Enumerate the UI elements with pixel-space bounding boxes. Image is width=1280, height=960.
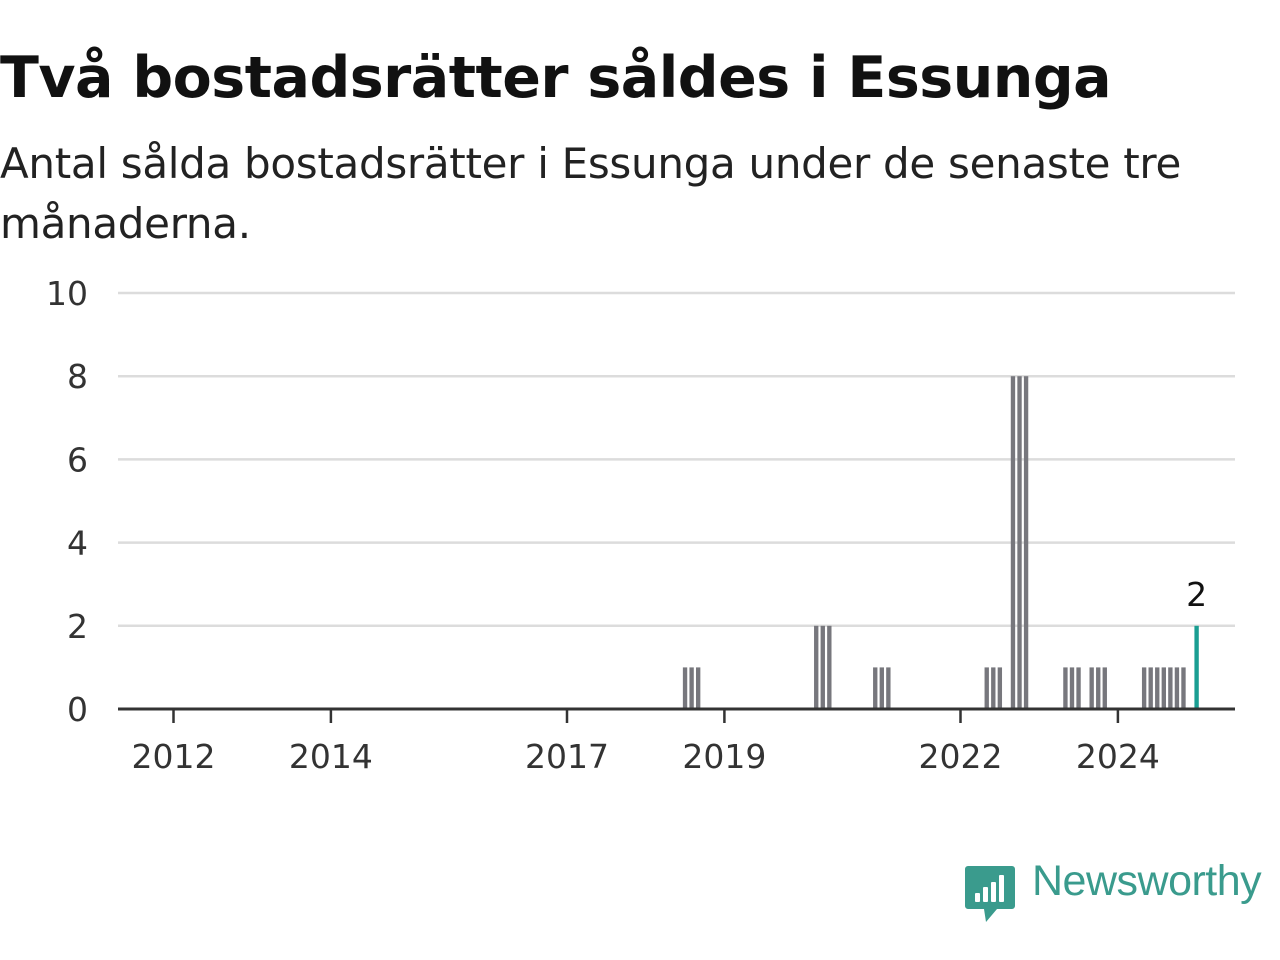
bar xyxy=(1076,667,1081,709)
bar xyxy=(1010,376,1016,709)
bar xyxy=(879,667,884,709)
bar xyxy=(991,667,996,709)
gridlines xyxy=(118,291,1235,628)
bar xyxy=(1096,667,1101,709)
x-tick-label: 2024 xyxy=(1076,737,1160,776)
bar xyxy=(827,625,832,709)
bar xyxy=(1069,667,1075,709)
x-axis xyxy=(118,707,1235,723)
bar xyxy=(997,667,1003,709)
bar xyxy=(1063,667,1068,709)
chart-subtitle: Antal sålda bostadsrätter i Essunga unde… xyxy=(0,139,1181,248)
y-tick-label: 8 xyxy=(67,357,88,396)
bar xyxy=(689,667,694,709)
chart-title: Två bostadsrätter såldes i Essunga xyxy=(0,45,1112,111)
brand-logo: Newsworthy xyxy=(964,857,1262,926)
bar xyxy=(1168,667,1173,709)
bar xyxy=(1102,667,1107,709)
bar xyxy=(1161,667,1166,709)
newsworthy-logo-icon xyxy=(965,866,1015,922)
bar xyxy=(1155,667,1160,709)
x-tick-label: 2019 xyxy=(682,737,766,776)
bar xyxy=(695,667,701,709)
brand-name: Newsworthy xyxy=(1032,857,1262,905)
x-tick-label: 2014 xyxy=(289,737,373,776)
y-tick-label: 0 xyxy=(67,690,88,729)
x-tick-label: 2022 xyxy=(919,737,1003,776)
y-tick-label: 4 xyxy=(67,524,88,563)
x-tick-label: 2017 xyxy=(525,737,609,776)
bar xyxy=(1141,667,1147,709)
bar xyxy=(873,667,878,709)
bar xyxy=(1017,376,1022,709)
bar xyxy=(682,667,688,709)
bar xyxy=(984,667,989,709)
bar xyxy=(1174,667,1180,709)
bars xyxy=(682,376,1199,709)
tick-labels: 0 2 4 6 8 10 2 2012 2014 2017 2019 2022 2024 xyxy=(46,274,1207,776)
y-tick-label: 6 xyxy=(67,440,88,479)
x-tick-label: 2012 xyxy=(132,737,216,776)
bar xyxy=(1181,667,1186,709)
bar xyxy=(1089,667,1094,709)
data-label: 2 xyxy=(1186,575,1207,614)
y-tick-label: 2 xyxy=(67,607,88,646)
highlight-bar xyxy=(1194,625,1199,709)
bar xyxy=(820,625,825,709)
bar xyxy=(814,625,819,709)
bar xyxy=(1148,667,1153,709)
bar xyxy=(1023,376,1029,709)
bar xyxy=(886,667,891,709)
y-tick-label: 10 xyxy=(46,274,88,313)
